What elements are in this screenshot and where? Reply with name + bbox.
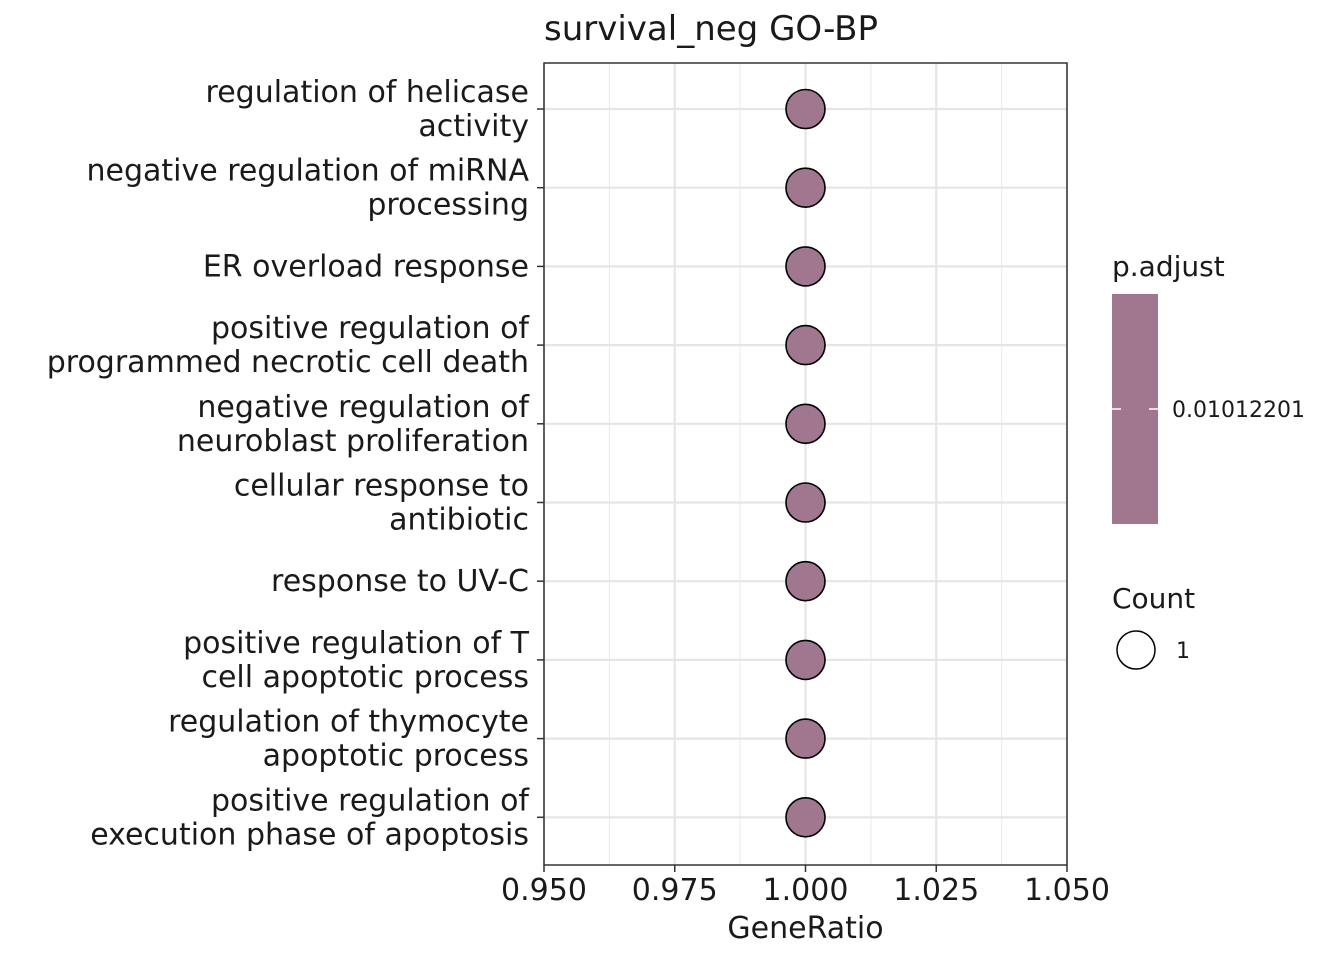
x-tick-label: 1.000 — [763, 873, 849, 908]
y-tick-label: execution phase of apoptosis — [90, 817, 529, 852]
y-tick-label: positive regulation of — [211, 311, 530, 346]
minor-gridlines — [608, 63, 1003, 865]
data-point — [785, 167, 826, 208]
data-point — [785, 796, 826, 838]
color-legend-title: p.adjust — [1112, 250, 1225, 283]
data-point — [785, 246, 826, 287]
y-tick-label: ER overload response — [203, 249, 529, 284]
size-legend-title: Count — [1112, 582, 1195, 615]
y-tick-label: neuroblast proliferation — [177, 424, 529, 459]
data-point — [785, 482, 826, 523]
y-tick-label: apoptotic process — [263, 739, 529, 774]
data-point — [785, 88, 826, 130]
size-legend-label: 1 — [1176, 639, 1190, 664]
x-tick-label: 1.025 — [893, 873, 979, 908]
color-legend-label: 0.01012201 — [1172, 398, 1305, 423]
data-point — [785, 560, 826, 602]
y-tick-label: positive regulation of T — [183, 626, 530, 661]
y-tick-label: positive regulation of — [211, 783, 530, 818]
data-point — [785, 403, 826, 445]
size-legend: Count 1 — [1112, 582, 1195, 670]
y-tick-label: programmed necrotic cell death — [47, 345, 529, 380]
data-points — [785, 88, 826, 838]
y-tick-label: activity — [418, 109, 529, 144]
chart-title: survival_neg GO-BP — [544, 9, 878, 49]
x-axis: 0.950 0.975 1.000 1.025 1.050 — [501, 865, 1110, 908]
y-tick-label: cellular response to — [234, 469, 529, 504]
y-tick-label: negative regulation of miRNA — [87, 154, 530, 189]
x-tick-label: 1.050 — [1024, 873, 1110, 908]
x-axis-label: GeneRatio — [727, 911, 883, 946]
x-tick-label: 0.950 — [501, 873, 587, 908]
y-tick-label: processing — [367, 188, 529, 223]
data-point — [785, 718, 826, 759]
y-tick-label: response to UV-C — [271, 564, 529, 599]
y-tick-label: antibiotic — [389, 503, 529, 538]
color-legend: p.adjust 0.01012201 — [1112, 250, 1305, 524]
y-tick-label: regulation of thymocyte — [168, 705, 529, 740]
data-point — [785, 324, 826, 366]
x-tick-label: 0.975 — [632, 873, 718, 908]
size-legend-key — [1116, 630, 1156, 670]
y-tick-label: cell apoptotic process — [201, 660, 529, 695]
y-tick-label: negative regulation of — [197, 390, 530, 425]
y-tick-label: regulation of helicase — [206, 75, 529, 110]
data-point — [785, 639, 826, 681]
